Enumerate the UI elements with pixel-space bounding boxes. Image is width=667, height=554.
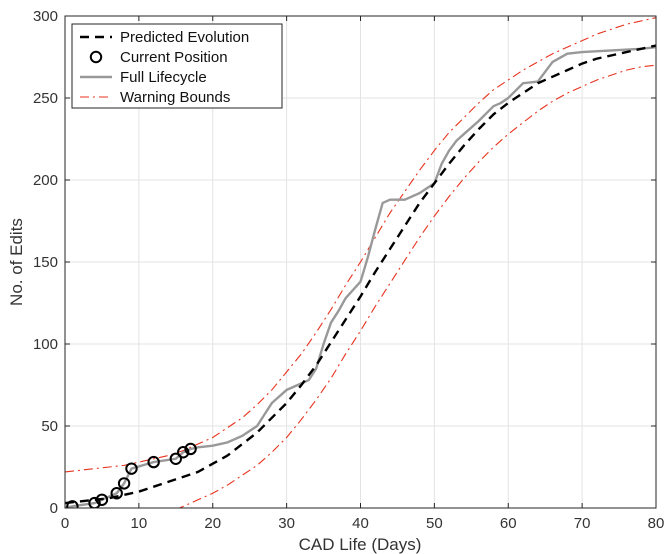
x-tick-label: 10 [131, 515, 148, 532]
legend-label: Current Position [120, 49, 228, 66]
x-tick-label: 80 [648, 515, 665, 532]
series-layer [65, 17, 656, 508]
current-position-marker [117, 477, 131, 490]
current-position-marker [184, 442, 197, 456]
y-tick-label: 50 [41, 418, 58, 435]
y-tick-label: 250 [33, 90, 58, 107]
y-tick-label: 200 [33, 172, 58, 189]
y-tick-label: 150 [33, 254, 58, 271]
x-tick-label: 50 [426, 515, 443, 532]
legend-label: Predicted Evolution [120, 29, 249, 46]
x-tick-label: 60 [500, 515, 517, 532]
warning-bounds-line [178, 64, 656, 508]
current-position-marker [177, 446, 190, 459]
x-tick-label: 70 [574, 515, 591, 532]
legend: Predicted Evolution Current Position Full … [71, 23, 283, 109]
predicted-evolution-line [65, 44, 656, 505]
current-position-marker [110, 487, 123, 500]
warning-bounds-line [65, 17, 656, 473]
legend-label: Full Lifecycle [120, 69, 207, 86]
y-tick-label: 300 [33, 8, 58, 25]
x-tick-label: 20 [204, 515, 221, 532]
current-position-marker [95, 493, 109, 506]
current-position-marker [66, 500, 79, 508]
current-position-marker [147, 455, 160, 469]
y-axis-label: No. of Edits [7, 218, 26, 306]
ticks: 0 10 20 30 40 50 60 70 80 0 50 100 150 200 250 300 [33, 8, 664, 532]
legend-label: Warning Bounds [120, 89, 230, 106]
current-position-marker [125, 462, 138, 475]
y-tick-label: 0 [50, 500, 58, 517]
current-position-marker [88, 496, 101, 508]
x-tick-label: 40 [352, 515, 369, 532]
y-tick-label: 100 [33, 336, 58, 353]
current-position-marker [169, 452, 183, 465]
x-axis-label: CAD Life (Days) [299, 535, 422, 554]
x-tick-label: 0 [61, 515, 69, 532]
x-tick-label: 30 [278, 515, 295, 532]
legend-marker-circle [89, 50, 103, 64]
legend-box [71, 23, 283, 109]
